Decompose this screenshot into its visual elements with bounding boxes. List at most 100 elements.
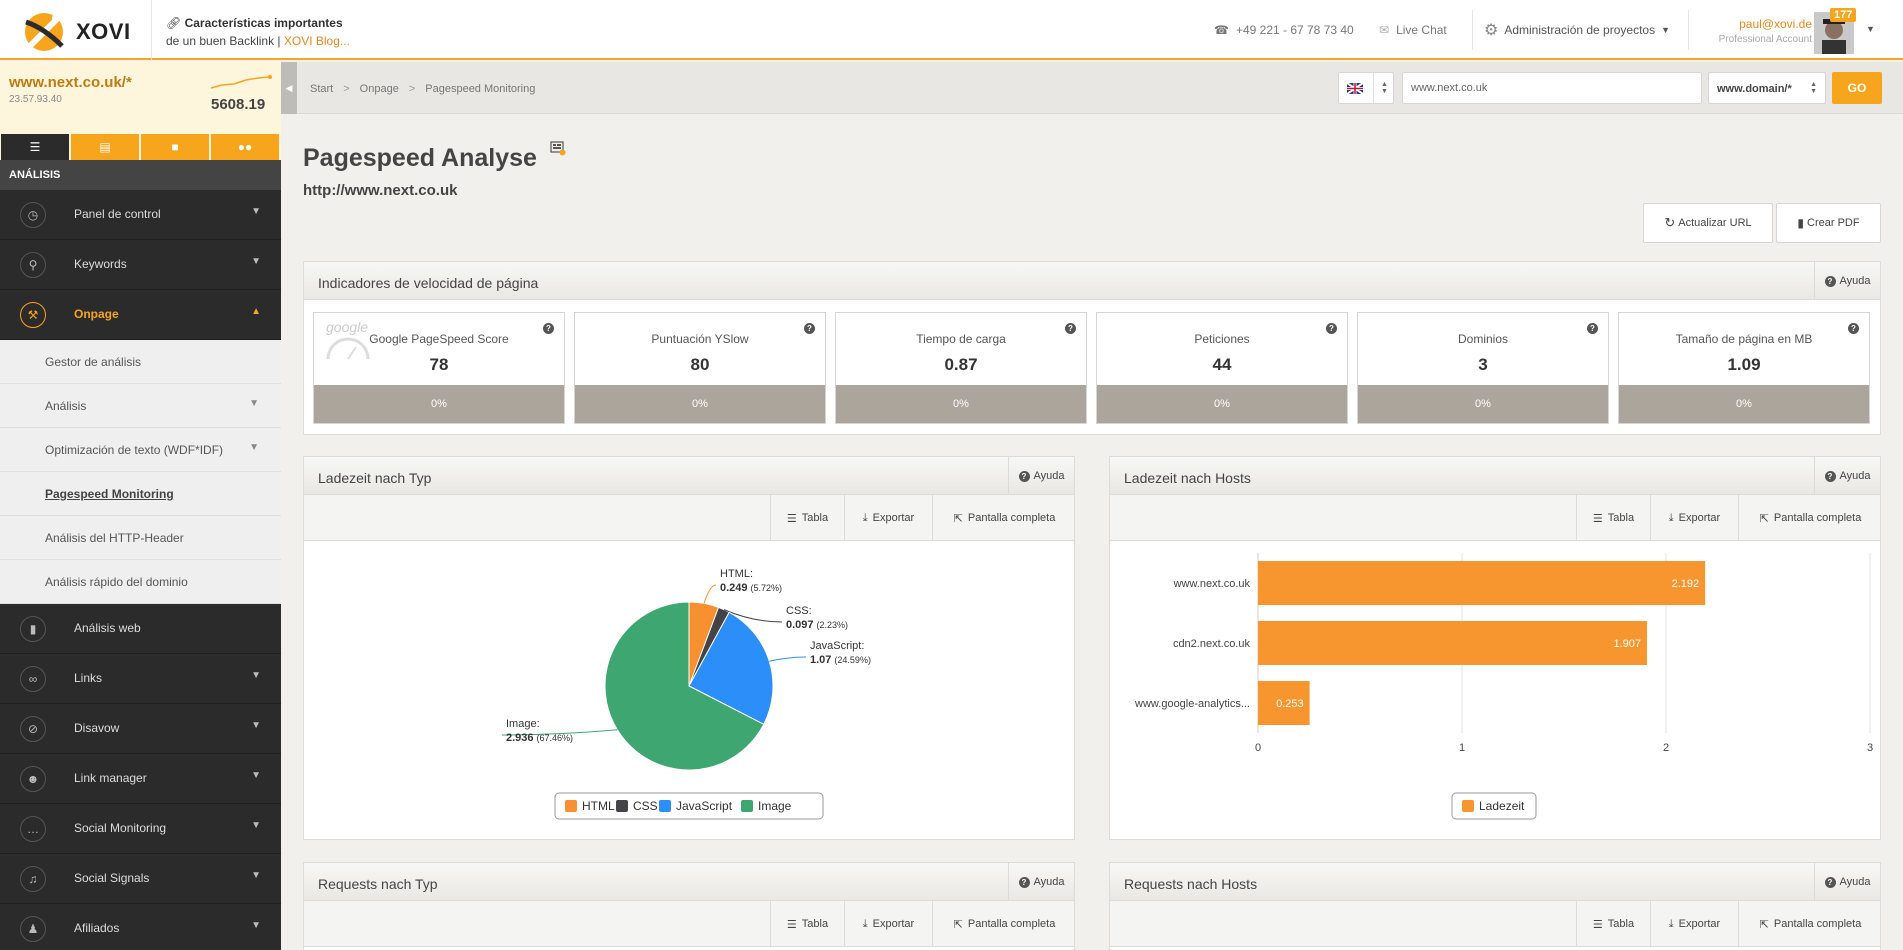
sidebar-item-social-monitoring[interactable]: … Social Monitoring ▼ [0, 804, 281, 854]
phone-icon: ☎ [1214, 23, 1229, 37]
question-icon[interactable]: ? [1848, 323, 1859, 334]
sidebar-section-title: ANÁLISIS [0, 160, 281, 190]
pie-percent: (67.46%) [537, 733, 574, 743]
help-button[interactable]: ? Ayuda [1008, 863, 1074, 901]
table-button[interactable]: ☰ Tabla [770, 901, 844, 947]
subitem-http-header[interactable]: Análisis del HTTP-Header [0, 516, 281, 560]
bar[interactable] [1258, 681, 1310, 725]
breadcrumb-separator-icon: > [408, 83, 416, 95]
tab-list[interactable]: ☰ [1, 134, 69, 160]
live-chat-button[interactable]: ✉ Live Chat [1379, 0, 1447, 60]
question-icon[interactable]: ? [543, 323, 554, 334]
pie-slice-image[interactable] [604, 601, 765, 771]
expand-icon: ⇱ [953, 512, 963, 525]
legend-item[interactable]: JavaScript [676, 799, 733, 813]
list-icon: ☰ [1592, 512, 1603, 525]
chevron-down-icon: ▼ [251, 206, 261, 217]
user-menu-chevron-icon[interactable]: ▼ [1866, 24, 1875, 34]
tab-charts[interactable]: ▤ [71, 134, 139, 160]
kpi-value: 44 [1212, 355, 1232, 374]
chart-toolbar: ☰ Tabla ⤓ Exportar ⇱ Pantalla completa [1110, 901, 1880, 947]
sidebar-item-disavow[interactable]: ⊘ Disavow ▼ [0, 704, 281, 754]
google-watermark: google [326, 319, 369, 335]
subitem-text-optimization[interactable]: Optimización de texto (WDF*IDF) ▼ [0, 428, 281, 472]
help-button[interactable]: ? Ayuda [1814, 262, 1880, 300]
logo[interactable]: XOVI [0, 0, 152, 60]
sidebar-item-affiliates[interactable]: ♟ Afiliados ▼ [0, 904, 281, 950]
promo-banner[interactable]: 🔗︎ Características importantes de un bue… [166, 14, 350, 50]
domain-box[interactable]: www.next.co.uk/* 23.57.93.40 5608.19 [0, 62, 281, 128]
question-icon[interactable]: ? [1065, 323, 1076, 334]
sidebar-item-keywords[interactable]: ⚲ Keywords ▼ [0, 240, 281, 290]
domain-mode-select[interactable]: www.domain/* ▲ ▼ [1708, 72, 1826, 104]
sidebar-item-panel-control[interactable]: ◷ Panel de control ▼ [0, 190, 281, 240]
monitor-settings-icon[interactable] [550, 140, 566, 156]
collapse-sidebar-handle[interactable]: ◀ [281, 62, 297, 114]
url-input[interactable] [1402, 72, 1702, 104]
export-button[interactable]: ⤓ Exportar [844, 495, 932, 541]
subitem-quick-domain[interactable]: Análisis rápido del dominio [0, 560, 281, 604]
sidebar-item-web-analysis[interactable]: ▮ Análisis web [0, 604, 281, 654]
projects-dropdown[interactable]: ⚙ Administración de proyectos ▼ [1484, 0, 1670, 60]
sidebar-item-link-manager[interactable]: ☻ Link manager ▼ [0, 754, 281, 804]
question-icon: ? [1824, 275, 1836, 287]
subitem-pagespeed-monitoring[interactable]: Pagespeed Monitoring [0, 472, 281, 516]
table-button[interactable]: ☰ Tabla [1576, 901, 1650, 947]
y-category-label: www.next.co.uk [1173, 578, 1251, 590]
table-button[interactable]: ☰ Tabla [1576, 495, 1650, 541]
help-button[interactable]: ? Ayuda [1814, 863, 1880, 901]
subitem-analysis-manager[interactable]: Gestor de análisis [0, 340, 281, 384]
legend-item[interactable]: HTML [582, 799, 615, 813]
chevron-down-icon: ▼ [251, 670, 261, 681]
kpi-page-size: Tamaño de página en MB 1.09 ? 0% [1618, 312, 1870, 424]
panel-title: Ladezeit nach Typ [318, 470, 432, 486]
help-button[interactable]: ? Ayuda [1814, 457, 1880, 495]
bar[interactable] [1258, 621, 1648, 665]
tab-users[interactable]: ●● [211, 134, 279, 160]
export-button[interactable]: ⤓ Exportar [1650, 495, 1738, 541]
question-icon[interactable]: ? [1587, 323, 1598, 334]
chart-toolbar: ☰ Tabla ⤓ Exportar ⇱ Pantalla completa [304, 495, 1074, 541]
subitem-analysis[interactable]: Análisis ▼ [0, 384, 281, 428]
kpi-label: Dominios [1457, 332, 1508, 346]
table-button[interactable]: ☰ Tabla [770, 495, 844, 541]
list-icon: ☰ [1592, 918, 1603, 931]
legend-item[interactable]: CSS [633, 799, 658, 813]
dashboard-icon: ◷ [20, 202, 46, 228]
legend-item[interactable]: Image [758, 799, 792, 813]
expand-icon: ⇱ [953, 918, 963, 931]
create-pdf-button[interactable]: ▮ Crear PDF [1776, 203, 1881, 243]
question-icon[interactable]: ? [1326, 323, 1337, 334]
pie-value: 2.936 [506, 732, 534, 744]
breadcrumb-start[interactable]: Start [310, 83, 334, 95]
bar[interactable] [1258, 561, 1706, 605]
spinner-arrows-icon: ▲ ▼ [1381, 81, 1388, 95]
fullscreen-button[interactable]: ⇱ Pantalla completa [932, 901, 1076, 947]
tab-folders[interactable]: ■ [141, 134, 209, 160]
fullscreen-button[interactable]: ⇱ Pantalla completa [932, 495, 1076, 541]
kpi-label: Tamaño de página en MB [1675, 332, 1813, 346]
update-url-button[interactable]: ↻ Actualizar URL [1643, 203, 1773, 243]
question-icon[interactable]: ? [804, 323, 815, 334]
export-button[interactable]: ⤓ Exportar [844, 901, 932, 947]
live-chat-label: Live Chat [1396, 23, 1447, 37]
legend-box [1451, 792, 1537, 820]
question-icon: ? [1824, 876, 1836, 888]
megaphone-icon: ♫ [20, 866, 46, 892]
breadcrumb-onpage[interactable]: Onpage [359, 83, 399, 95]
pie-connector [703, 584, 717, 604]
help-button[interactable]: ? Ayuda [1008, 457, 1074, 495]
promo-blog-link[interactable]: XOVI Blog... [283, 34, 350, 48]
pie-label-name: Image: [506, 718, 540, 730]
question-icon: ? [1824, 470, 1836, 482]
sidebar-item-social-signals[interactable]: ♫ Social Signals ▼ [0, 854, 281, 904]
fullscreen-button[interactable]: ⇱ Pantalla completa [1738, 495, 1882, 541]
export-button[interactable]: ⤓ Exportar [1650, 901, 1738, 947]
go-button[interactable]: GO [1832, 72, 1882, 104]
sidebar-item-onpage[interactable]: ⚒ Onpage ▲ [0, 290, 281, 340]
sidebar-item-links[interactable]: ∞ Links ▼ [0, 654, 281, 704]
country-select[interactable]: ▲ ▼ [1338, 72, 1394, 104]
user-info[interactable]: paul@xovi.de Professional Account [1700, 17, 1812, 47]
legend-item[interactable]: Ladezeit [1479, 799, 1525, 813]
fullscreen-button[interactable]: ⇱ Pantalla completa [1738, 901, 1882, 947]
